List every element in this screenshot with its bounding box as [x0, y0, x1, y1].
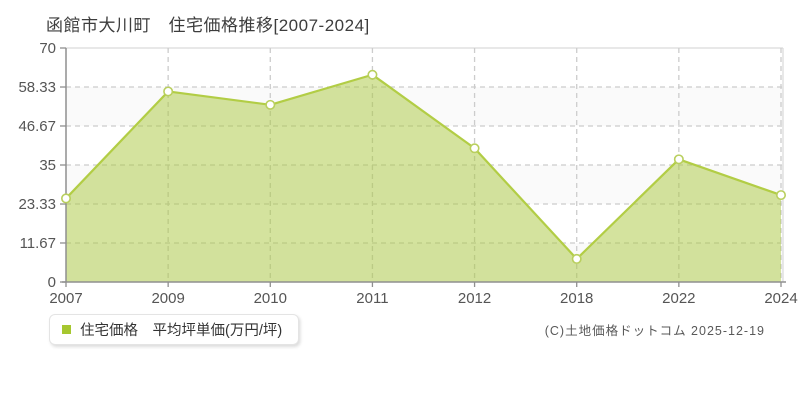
data-point-2018[interactable]: [571, 253, 582, 264]
legend: 住宅価格 平均坪単価(万円/坪): [49, 314, 300, 345]
x-tick-label-2010: 2010: [254, 290, 287, 307]
plot-band: [66, 48, 783, 88]
x-tick-label-2009: 2009: [151, 290, 184, 307]
chart-title: 函館市大川町 住宅価格推移[2007-2024]: [46, 16, 370, 35]
x-tick-label-2011: 2011: [356, 290, 388, 307]
y-tick-label: 58.33: [18, 79, 56, 96]
legend-series-marker-icon: [62, 325, 71, 334]
x-tick-label-2012: 2012: [458, 290, 491, 307]
data-point-2012[interactable]: [469, 143, 480, 154]
data-point-2007[interactable]: [60, 193, 71, 204]
data-point-2022[interactable]: [673, 154, 684, 165]
y-tick-label: 46.67: [18, 118, 56, 135]
y-tick-label: 11.67: [20, 235, 56, 252]
copyright-credit: (C)土地価格ドットコム 2025-12-19: [544, 324, 765, 338]
x-tick-label-2024: 2024: [764, 290, 797, 307]
data-point-2009[interactable]: [163, 86, 174, 97]
y-tick-label: 23.33: [18, 196, 56, 213]
series-area-fill: [66, 74, 781, 282]
data-point-2010[interactable]: [265, 99, 276, 110]
x-tick-label-2007: 2007: [49, 290, 82, 307]
x-tick-label-2018: 2018: [560, 290, 593, 307]
data-point-2011[interactable]: [367, 69, 378, 80]
y-tick-label: 35: [39, 157, 56, 174]
series-line: [65, 73, 782, 261]
data-point-2024[interactable]: [775, 190, 786, 201]
legend-series-label: 住宅価格 平均坪単価(万円/坪): [80, 323, 283, 339]
x-tick-label-2022: 2022: [662, 290, 695, 307]
y-tick-label: 70: [39, 40, 56, 57]
price-trend-area-chart: 0 11.67 23.33 35 46.67 58.33 70 2007 2009 2010 201…: [18, 40, 797, 307]
y-tick-label: 0: [48, 274, 56, 291]
